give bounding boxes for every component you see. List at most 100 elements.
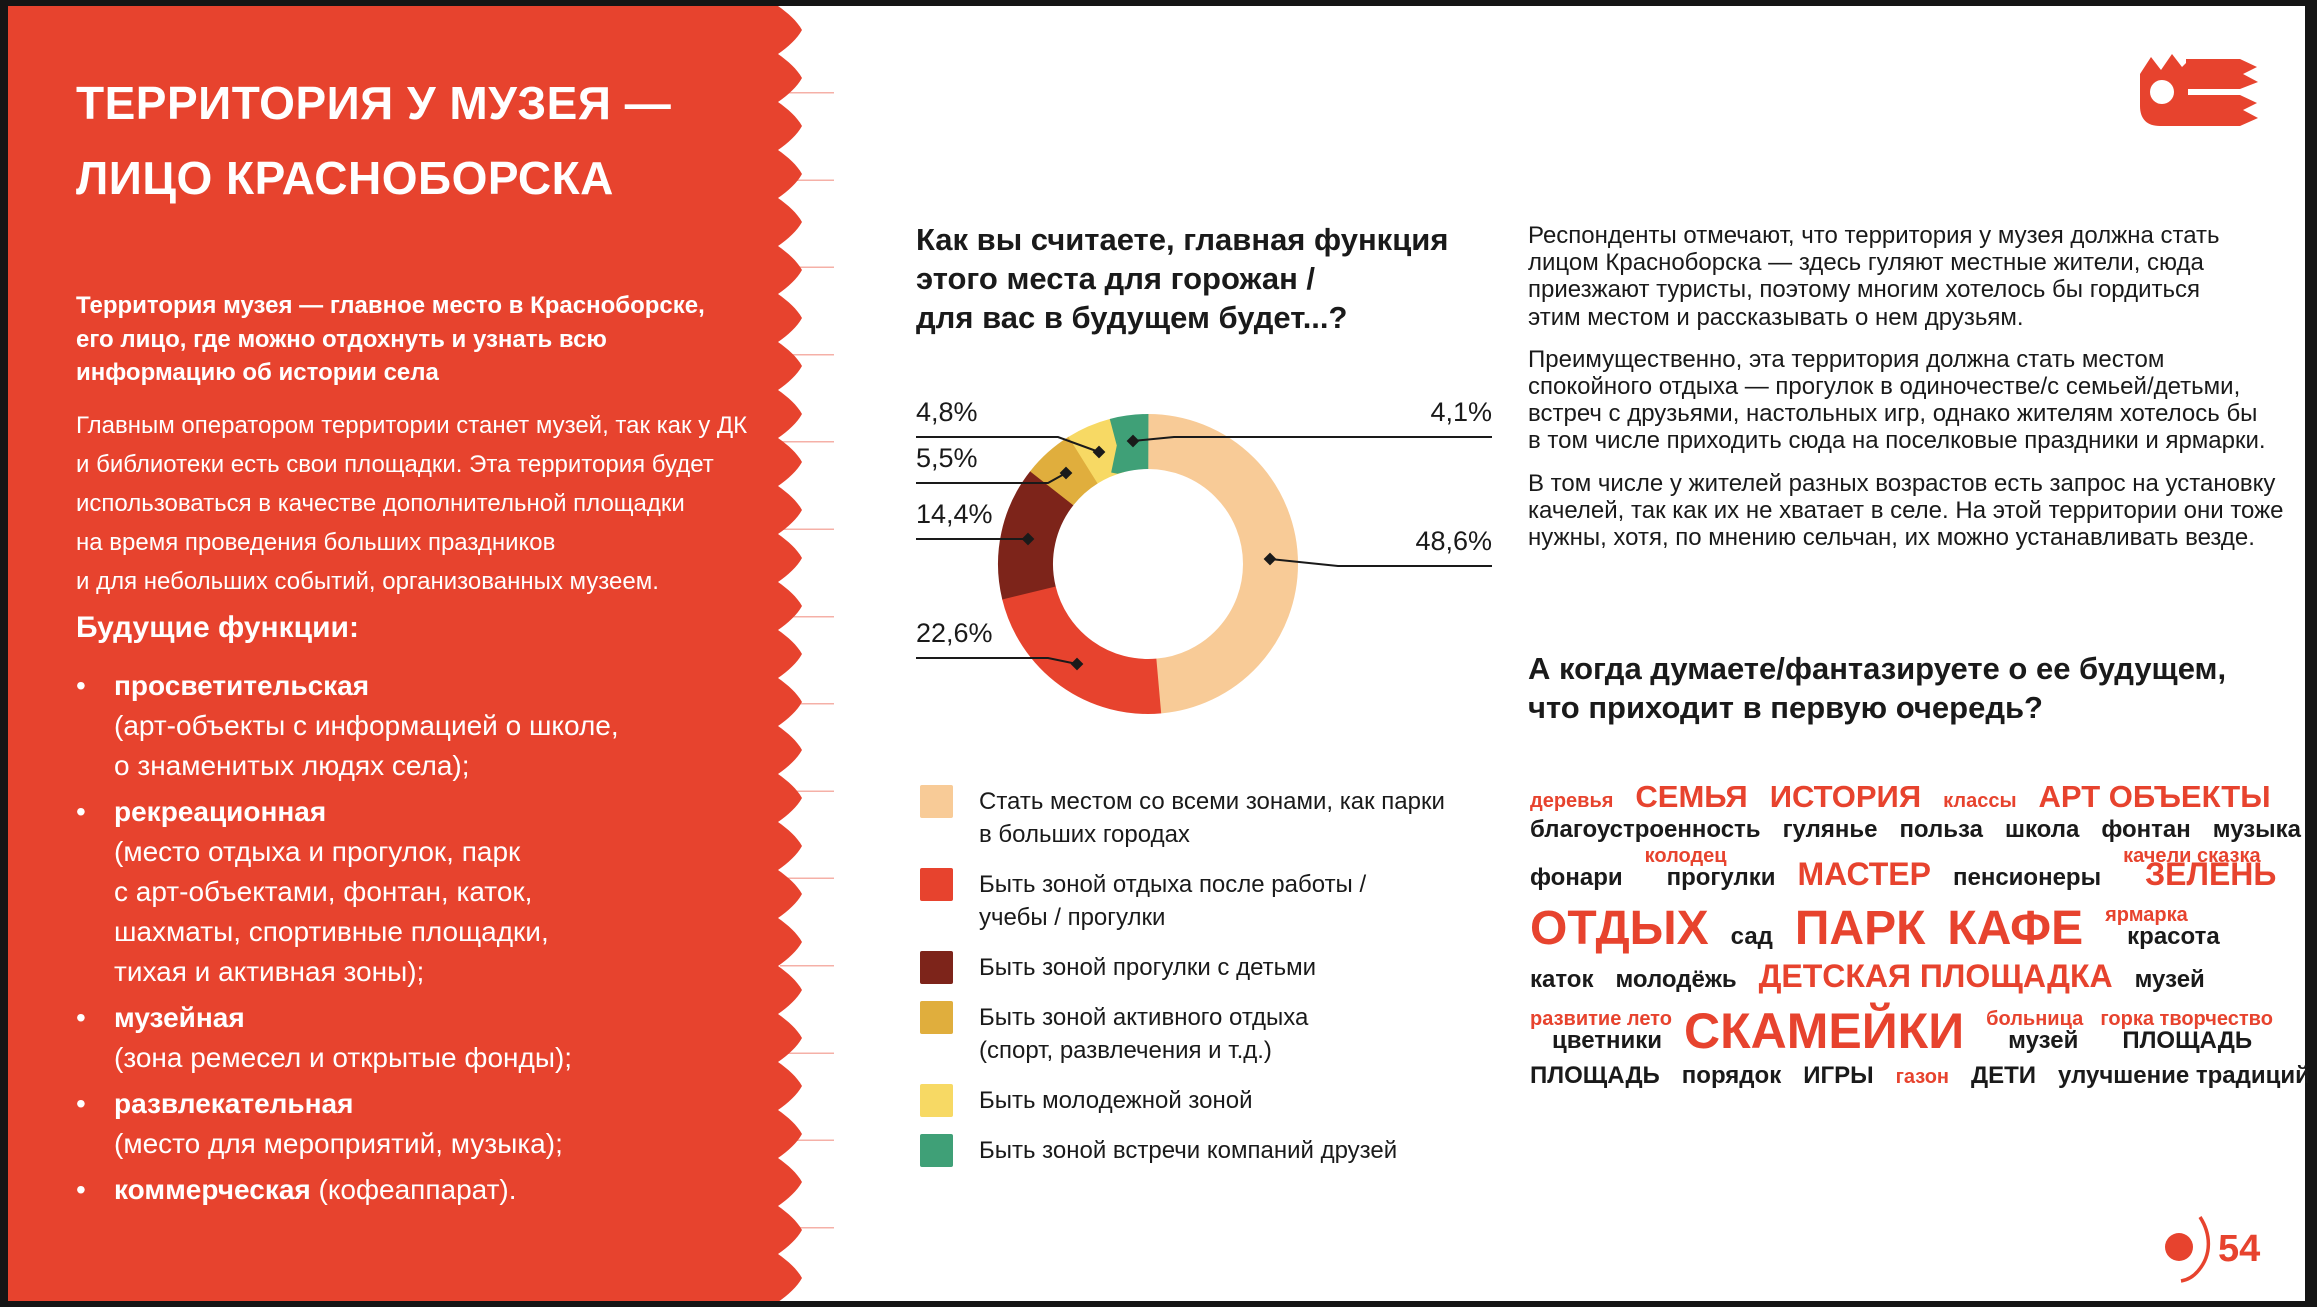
word-cloud-word: благоустроенность xyxy=(1530,816,1761,843)
word-cloud-word: ПЛОЩАДЬ xyxy=(2122,1027,2253,1054)
leader-line xyxy=(916,472,1067,484)
list-item: • просветительская (арт-объекты с информац… xyxy=(76,666,726,786)
legend-label: Быть зоной отдыха после работы / учебы /… xyxy=(979,871,1367,931)
word-cloud-word: гулянье xyxy=(1782,816,1878,843)
donut-slice xyxy=(998,414,1298,714)
word-cloud-word: МАСТЕР xyxy=(1797,856,1931,892)
left-panel xyxy=(8,6,778,1301)
word-cloud-word: классы xyxy=(1943,790,2017,812)
leader-line xyxy=(916,436,1100,453)
word-cloud-row: каток молодёжь ДЕТСКАЯ ПЛОЩАДКА музей xyxy=(1530,958,2205,994)
legend-label: Быть зоной встречи компаний друзей xyxy=(979,1137,1398,1164)
word-cloud-word: музей xyxy=(2008,1027,2079,1054)
paragraph: В том числе у жителей разных возрастов е… xyxy=(1528,469,2284,552)
list-item: • музейная (зона ремесел и открытые фонды)… xyxy=(76,998,726,1078)
bullet-icon: • xyxy=(76,1002,86,1033)
bullet-icon: • xyxy=(76,1174,86,1205)
bullet-icon: • xyxy=(76,670,86,701)
legend-swatch xyxy=(920,1001,953,1034)
legend-item: Быть зоной встречи компаний друзей xyxy=(920,1134,1445,1167)
ruled-lines-decoration xyxy=(780,92,834,1252)
word-cloud-word: фонари xyxy=(1530,864,1623,891)
bullet-text: музейная (зона ремесел и открытые фонды); xyxy=(114,1002,573,1073)
word-cloud-word: СЕМЬЯ xyxy=(1635,779,1748,814)
word-cloud-word: ОТДЫХ xyxy=(1530,902,1709,955)
word-cloud-row: фонари колодец прогулки МАСТЕР пенсионеры кач… xyxy=(1530,845,2277,892)
leader-line xyxy=(1269,558,1492,567)
future-functions-list: • просветительская (арт-объекты с информац… xyxy=(76,666,726,1216)
chart-question: Как вы считаете, главная функция этого м… xyxy=(916,222,1449,335)
word-cloud-word: ИСТОРИЯ xyxy=(1769,779,1922,814)
word-cloud-word: красота xyxy=(2127,923,2220,950)
summary-paragraphs: Респонденты отмечают, что территория у м… xyxy=(1528,222,2298,566)
donut-slice xyxy=(998,414,1298,714)
list-item: • коммерческая (кофеаппарат). xyxy=(76,1170,726,1210)
page-title: ТЕРРИТОРИЯ У МУЗЕЯ — ЛИЦО КРАСНОБОРСКА xyxy=(76,77,672,204)
word-cloud-word: газон xyxy=(1895,1066,1950,1088)
word-cloud-row: развитие лето цветники СКАМЕЙКИ больница муз… xyxy=(1530,1003,2273,1059)
page-number: 54 xyxy=(2218,1228,2260,1270)
legend-label: Стать местом со всеми зонами, как парки … xyxy=(979,788,1445,848)
leader-line xyxy=(1132,436,1492,442)
word-cloud-row: ПЛОЩАДЬ порядок ИГРЫ газон ДЕТИ улучшение тра… xyxy=(1530,1063,2310,1088)
word-cloud-word: порядок xyxy=(1681,1062,1782,1089)
word-cloud-row: благоустроенность гулянье польза школа фонта… xyxy=(1530,817,2301,842)
legend-item: Стать местом со всеми зонами, как парки … xyxy=(920,785,1445,851)
word-cloud-word: молодёжь xyxy=(1615,966,1737,993)
bullet-text: просветительская (арт-объекты с информаци… xyxy=(114,670,619,781)
word-cloud-word: музыка xyxy=(2212,816,2302,843)
paragraph: Респонденты отмечают, что территория у м… xyxy=(1528,222,2220,331)
word-cloud-row: ОТДЫХ сад ПАРК КАФЕ ярмарка красота xyxy=(1530,902,2220,955)
bullet-text: рекреационная (место отдыха и прогулок, п… xyxy=(114,796,549,987)
word-cloud-word: школа xyxy=(2004,816,2080,843)
legend-swatch xyxy=(920,951,953,984)
slice-percent-label: 14,4% xyxy=(916,499,993,529)
word-cloud-word: музей xyxy=(2134,966,2205,993)
legend-label: Быть зоной прогулки с детьми xyxy=(979,954,1317,981)
word-cloud-word: ПАРК xyxy=(1794,902,1926,955)
word-cloud-word: ИГРЫ xyxy=(1803,1062,1874,1089)
chart-legend: Стать местом со всеми зонами, как парки … xyxy=(920,785,1445,1167)
donut-slice xyxy=(998,414,1298,714)
wordcloud-question: А когда думаете/фантазируете о ее будуще… xyxy=(1528,651,2227,725)
word-cloud-word: пенсионеры xyxy=(1952,864,2102,891)
word-cloud-word: деревья xyxy=(1530,790,1614,812)
legend-item: Быть молодежной зоной xyxy=(920,1084,1445,1117)
word-cloud-word: ДЕТИ xyxy=(1971,1062,2037,1089)
slice-percent-label: 22,6% xyxy=(916,618,993,648)
bullet-text: коммерческая (кофеаппарат). xyxy=(114,1174,517,1205)
legend-label: Быть молодежной зоной xyxy=(979,1087,1253,1114)
slice-percent-label: 5,5% xyxy=(916,443,978,473)
page-number-mark: 54 xyxy=(2165,1216,2260,1283)
word-cloud-word: сад xyxy=(1730,923,1773,950)
word-cloud-word: ПЛОЩАДЬ xyxy=(1530,1062,1660,1089)
slice-percent-label: 4,1% xyxy=(1430,397,1492,427)
word-cloud-word: прогулки xyxy=(1666,864,1776,891)
legend-item: Быть зоной активного отдыха (спорт, разв… xyxy=(920,1001,1445,1067)
donut-slice xyxy=(998,414,1298,714)
bullet-icon: • xyxy=(76,1088,86,1119)
legend-item: Быть зоной прогулки с детьми xyxy=(920,951,1445,984)
word-cloud-row: деревья СЕМЬЯ ИСТОРИЯ классы АРТ ОБЪЕКТЫ xyxy=(1530,779,2271,814)
word-cloud-word: КАФЕ xyxy=(1947,902,2084,955)
future-functions-title: Будущие функции: xyxy=(76,611,359,644)
bullet-icon: • xyxy=(76,796,86,827)
legend-swatch xyxy=(920,1084,953,1117)
legend-item: Быть зоной отдыха после работы / учебы /… xyxy=(920,868,1445,934)
donut-chart: 4,8% 5,5% 14,4% 22,6% 4,1% 48,6% xyxy=(916,397,1492,714)
paragraph: Преимущественно, эта территория должна с… xyxy=(1528,345,2266,455)
panel-body-text: Главным оператором территории станет муз… xyxy=(76,412,748,595)
leader-line xyxy=(916,657,1078,665)
slice-percent-label: 4,8% xyxy=(916,397,978,427)
word-cloud-word: польза xyxy=(1899,816,1983,843)
bird-logo-icon xyxy=(2140,54,2258,126)
word-cloud-word: ДЕТСКАЯ ПЛОЩАДКА xyxy=(1758,958,2113,994)
word-cloud-word: цветники xyxy=(1552,1027,1662,1054)
word-cloud-word: улучшение традиций xyxy=(2058,1062,2310,1089)
legend-swatch xyxy=(920,1134,953,1167)
legend-swatch xyxy=(920,785,953,818)
bullet-text: развлекательная (место для мероприятий, м… xyxy=(114,1088,563,1159)
legend-label: Быть зоной активного отдыха (спорт, разв… xyxy=(979,1004,1309,1064)
slice-percent-label: 48,6% xyxy=(1415,526,1492,556)
